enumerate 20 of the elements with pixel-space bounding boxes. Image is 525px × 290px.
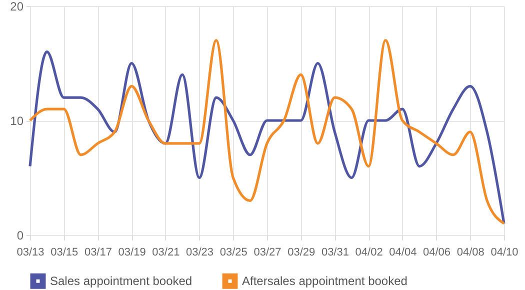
- x-tick-label: 03/29: [288, 246, 316, 258]
- x-tick-label: 03/13: [16, 246, 44, 258]
- y-tick-label: 20: [10, 0, 24, 14]
- x-tick-label: 04/06: [423, 246, 451, 258]
- x-tick-label: 03/17: [84, 246, 112, 258]
- y-tick-label: 0: [16, 228, 24, 242]
- x-tick-label: 04/10: [490, 246, 518, 258]
- x-tick-label: 03/27: [254, 246, 282, 258]
- x-tick-label: 03/15: [50, 246, 78, 258]
- x-tick-label: 03/23: [186, 246, 214, 258]
- legend-label: Aftersales appointment booked: [242, 274, 408, 288]
- legend-label: Sales appointment booked: [50, 274, 192, 288]
- x-tick-label: 03/25: [220, 246, 248, 258]
- x-tick-label: 03/21: [152, 246, 180, 258]
- y-tick-label: 10: [10, 114, 24, 128]
- x-tick-label: 04/02: [355, 246, 383, 258]
- x-tick-label: 04/04: [389, 246, 417, 258]
- x-tick-label: 03/31: [321, 246, 349, 258]
- x-tick-label: 04/08: [456, 246, 484, 258]
- x-tick-label: 03/19: [118, 246, 146, 258]
